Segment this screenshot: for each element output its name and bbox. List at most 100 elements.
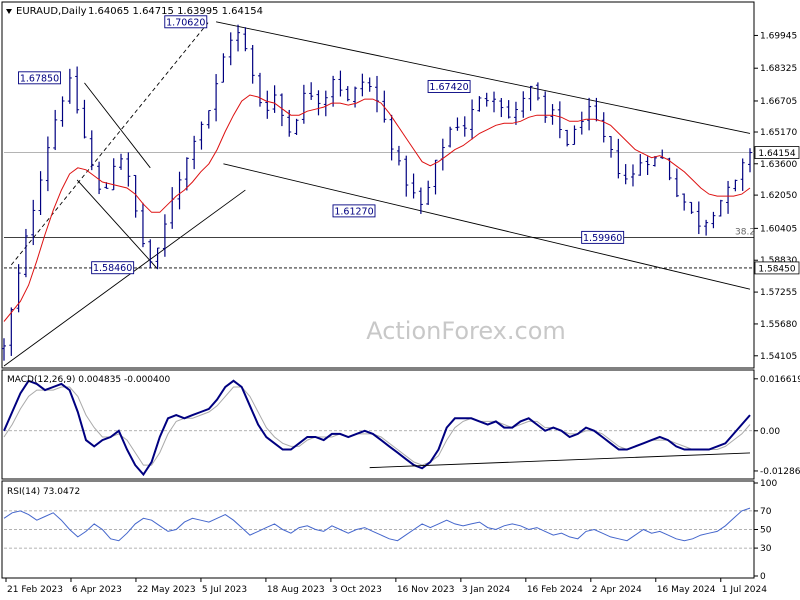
price-bar bbox=[309, 82, 314, 100]
price-bar bbox=[97, 161, 102, 195]
price-bar bbox=[265, 90, 270, 119]
price-bar bbox=[221, 53, 226, 83]
price-bar bbox=[9, 307, 14, 356]
price-bar bbox=[513, 101, 518, 125]
price-bar bbox=[506, 100, 511, 119]
price-bar bbox=[257, 72, 262, 107]
price-y-tick-label: 1.65170 bbox=[760, 128, 797, 138]
x-tick-label: 16 Feb 2024 bbox=[527, 585, 583, 595]
rsi-label: RSI(14) 73.0472 bbox=[7, 487, 80, 497]
price-bar bbox=[543, 91, 548, 123]
macd-y-tick-label: 0.00 bbox=[760, 427, 780, 437]
price-bar bbox=[250, 45, 255, 84]
price-bar bbox=[396, 145, 401, 166]
axes: 1.69945 1.68325 1.66705 1.65170 1.63600 1.620… bbox=[5, 31, 800, 595]
price-bar bbox=[162, 214, 167, 257]
price-bar bbox=[726, 180, 731, 214]
price-y-tick-label: 1.69945 bbox=[760, 31, 797, 41]
price-bar bbox=[228, 32, 233, 66]
price-bar bbox=[748, 148, 752, 173]
trendline bbox=[10, 21, 210, 266]
watermark: ActionForex.com bbox=[366, 317, 566, 345]
ohlc-readout: 1.64065 1.64715 1.63995 1.64154 bbox=[88, 6, 263, 17]
price-bar bbox=[192, 135, 197, 170]
current-price-tag-box bbox=[754, 146, 800, 159]
price-bar bbox=[470, 99, 475, 140]
trendline bbox=[216, 21, 751, 134]
price-bar bbox=[711, 211, 716, 229]
swing-label-box bbox=[164, 15, 208, 29]
price-bar bbox=[740, 158, 745, 191]
price-bar bbox=[272, 85, 277, 113]
price-bar bbox=[236, 24, 241, 52]
x-tick-label: 6 Apr 2023 bbox=[72, 585, 122, 595]
price-bar bbox=[492, 91, 497, 113]
price-bar bbox=[119, 153, 124, 170]
symbol-label: EURAUD,Daily bbox=[16, 6, 87, 17]
price-bar bbox=[418, 187, 423, 214]
price-y-tick-label: 1.55680 bbox=[760, 320, 797, 330]
price-bar bbox=[704, 219, 709, 236]
price-bar bbox=[404, 155, 409, 197]
macd-y-tick-label: 0.016619 bbox=[760, 375, 800, 385]
price-bar bbox=[345, 86, 350, 102]
price-bar bbox=[38, 171, 43, 216]
price-bar bbox=[462, 116, 467, 137]
price-bar bbox=[477, 96, 482, 112]
x-tick-label: 16 Nov 2023 bbox=[397, 585, 455, 595]
rsi-line bbox=[3, 507, 751, 542]
price-bar bbox=[23, 228, 28, 278]
price-bar bbox=[360, 73, 365, 97]
trendline bbox=[84, 82, 151, 169]
price-bar bbox=[148, 239, 153, 269]
dropdown-arrow-icon[interactable] bbox=[6, 9, 12, 14]
price-bar bbox=[682, 193, 687, 211]
price-bar bbox=[733, 179, 738, 192]
price-bar bbox=[214, 74, 219, 122]
price-bar bbox=[45, 136, 50, 192]
price-bar bbox=[60, 96, 65, 127]
swing-label: 1.67850 bbox=[20, 73, 59, 84]
price-bar bbox=[2, 338, 6, 361]
trendline bbox=[76, 179, 158, 270]
price-bar bbox=[499, 97, 504, 118]
price-y-tick-label: 1.54105 bbox=[760, 352, 797, 362]
swing-label-box bbox=[18, 71, 61, 85]
macd-line bbox=[3, 379, 751, 477]
price-bar bbox=[316, 90, 321, 116]
rsi-y-tick-label: 0 bbox=[760, 572, 766, 582]
price-y-tick-label: 1.57255 bbox=[760, 288, 797, 298]
macd-plot bbox=[3, 379, 754, 477]
fibonacci-label: 38.2 bbox=[735, 227, 755, 237]
price-bar bbox=[535, 82, 540, 101]
price-bar bbox=[616, 138, 621, 179]
price-bar bbox=[140, 202, 145, 248]
trendline bbox=[3, 189, 246, 367]
x-tick-label: 18 Aug 2023 bbox=[267, 585, 325, 595]
price-bar bbox=[126, 152, 131, 187]
rsi-y-tick-label: 100 bbox=[760, 479, 777, 489]
x-tick-label: 5 Jul 2023 bbox=[202, 585, 247, 595]
price-bar bbox=[572, 125, 577, 145]
x-tick-label: 21 Feb 2023 bbox=[7, 585, 63, 595]
price-bar bbox=[323, 90, 328, 117]
price-bar bbox=[206, 110, 211, 129]
price-bar bbox=[338, 70, 343, 97]
price-bar bbox=[528, 85, 533, 111]
x-tick-label: 16 May 2024 bbox=[657, 585, 716, 595]
price-bar bbox=[199, 121, 204, 150]
swing-label: 1.58460 bbox=[93, 263, 132, 274]
price-bar bbox=[367, 77, 372, 92]
price-bar bbox=[652, 156, 657, 167]
price-bar bbox=[155, 247, 160, 270]
swing-label-box bbox=[427, 80, 471, 93]
macd-y-tick-label: -0.012864 bbox=[760, 467, 800, 477]
price-bar bbox=[184, 157, 189, 191]
price-bar bbox=[550, 104, 555, 125]
price-bar bbox=[294, 118, 299, 135]
price-y-tick-label: 1.66705 bbox=[760, 97, 797, 107]
price-bar bbox=[674, 168, 679, 198]
price-bar bbox=[609, 136, 614, 158]
rsi-y-tick-label: 70 bbox=[760, 507, 772, 517]
